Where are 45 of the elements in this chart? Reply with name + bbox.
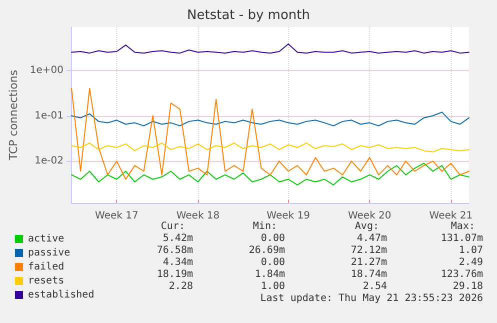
text: 72.12m [350,245,387,256]
line-series [71,88,470,180]
y-tick-label: 1e+00 [30,64,64,76]
text: 76.58m [156,245,193,256]
text: 0.00 [260,233,285,244]
text: 0.00 [260,257,285,268]
text: 18.19m [156,269,193,280]
text: 4.34m [162,257,193,268]
legend-label: active [28,234,64,244]
legend-label: established [28,290,94,300]
text: 18.74m [350,269,387,280]
text: 29.18 [452,281,483,292]
text: 2.28 [168,281,193,292]
x-tick-label: Week 21 [429,210,473,222]
y-tick-label: 1e-01 [34,110,64,122]
text: 123.76m [440,269,483,280]
text: Max: [450,221,475,232]
text: 1.84m [254,269,285,280]
text: 2.54 [362,281,387,292]
text: Min: [252,221,277,232]
legend-label: resets [28,276,64,286]
line-series [71,112,470,126]
text: 5.42m [162,233,193,244]
x-tick-label: Week 18 [176,210,220,222]
line-series [71,44,470,54]
text: Cur: [160,221,185,232]
text: 26.69m [248,245,285,256]
y-tick-label: 1e-02 [34,156,64,167]
text: Last update: Thu May 21 23:55:23 2026 [260,293,483,304]
text: 131.07m [440,233,483,244]
x-tick-label: Week 17 [95,210,138,222]
text: 1.07 [458,245,483,256]
text: 21.27m [350,257,387,268]
line-series [71,142,470,152]
text: Avg: [354,221,379,232]
text: 2.49 [458,257,483,268]
text: 1.00 [260,281,285,292]
x-tick-label: Week 20 [348,210,392,222]
chart-title: Netstat - by month [187,8,310,23]
line-series [71,162,470,186]
x-tick-label: Week 19 [266,210,310,222]
legend-label: passive [28,248,70,258]
legend-label: failed [28,262,64,272]
text: 4.47m [356,233,387,244]
y-axis-title: TCP connections [7,70,20,162]
